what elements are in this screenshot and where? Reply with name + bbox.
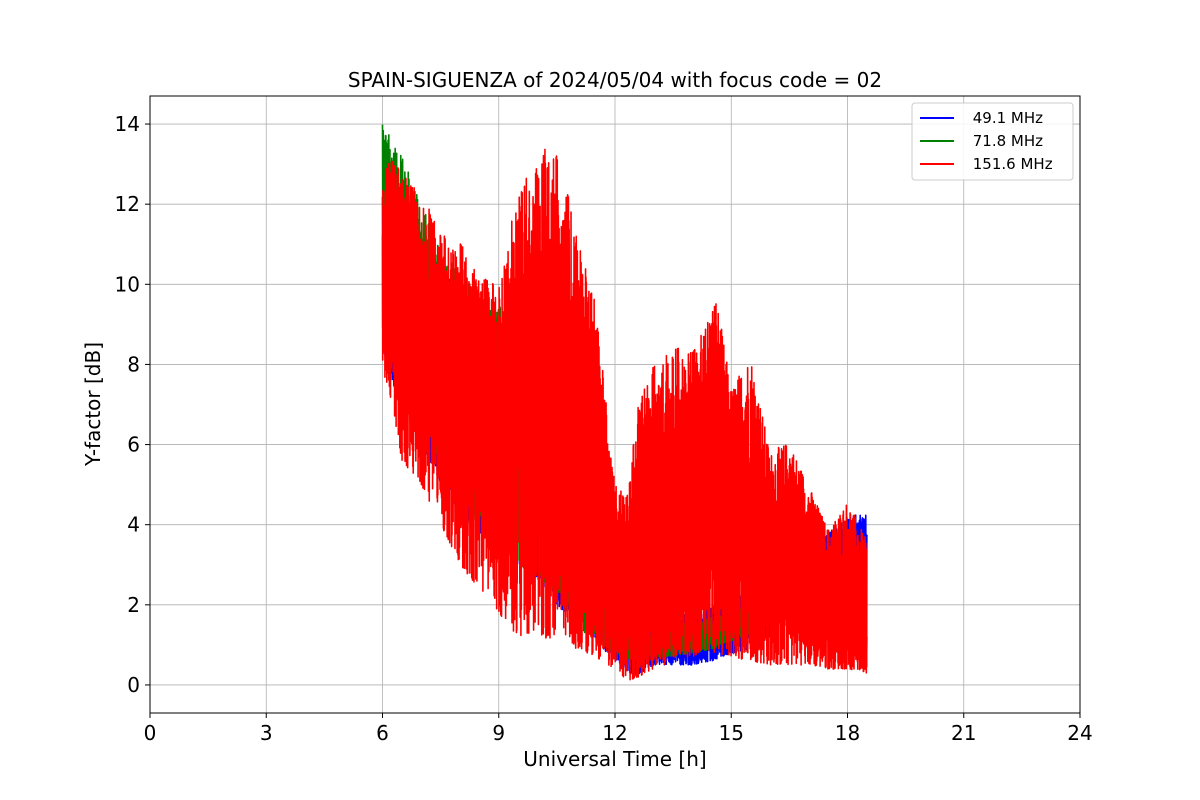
x-tick-label: 12	[602, 721, 627, 745]
x-tick-label: 21	[951, 721, 976, 745]
y-tick-label: 8	[127, 352, 140, 376]
y-tick-label: 14	[115, 112, 140, 136]
y-tick-label: 0	[127, 673, 140, 697]
legend-box	[911, 102, 1074, 181]
x-tick-label: 0	[144, 721, 157, 745]
y-tick-label: 2	[127, 593, 140, 617]
legend-label: 151.6 MHz	[968, 155, 1053, 173]
y-tick-label: 10	[115, 272, 140, 296]
y-axis-title: Y-factor [dB]	[81, 342, 105, 467]
legend-item-49-1: 49.1 MHz	[920, 109, 1043, 127]
legend-label: 49.1 MHz	[968, 109, 1043, 127]
x-tick-label: 15	[719, 721, 744, 745]
legend: 49.1 MHz 71.8 MHz 151.6 MHz	[911, 102, 1074, 181]
y-tick-label: 6	[127, 433, 140, 457]
x-axis-ticks: 0 3 6 9 12 15 18 21 24	[144, 713, 1093, 745]
x-axis-title: Universal Time [h]	[523, 747, 706, 771]
series-151-6-mhz	[381, 148, 868, 681]
x-tick-label: 3	[260, 721, 273, 745]
y-tick-label: 4	[127, 513, 140, 537]
y-tick-label: 12	[115, 192, 140, 216]
x-tick-label: 6	[376, 721, 389, 745]
x-tick-label: 18	[835, 721, 860, 745]
legend-item-71-8: 71.8 MHz	[920, 132, 1043, 150]
x-tick-label: 24	[1067, 721, 1092, 745]
legend-item-151-6: 151.6 MHz	[920, 155, 1053, 173]
chart-title: SPAIN-SIGUENZA of 2024/05/04 with focus …	[348, 68, 882, 92]
x-tick-label: 9	[492, 721, 505, 745]
y-axis-ticks: 0 2 4 6 8 10 12 14	[115, 112, 150, 697]
legend-label: 71.8 MHz	[968, 132, 1043, 150]
series-layer	[381, 124, 868, 681]
